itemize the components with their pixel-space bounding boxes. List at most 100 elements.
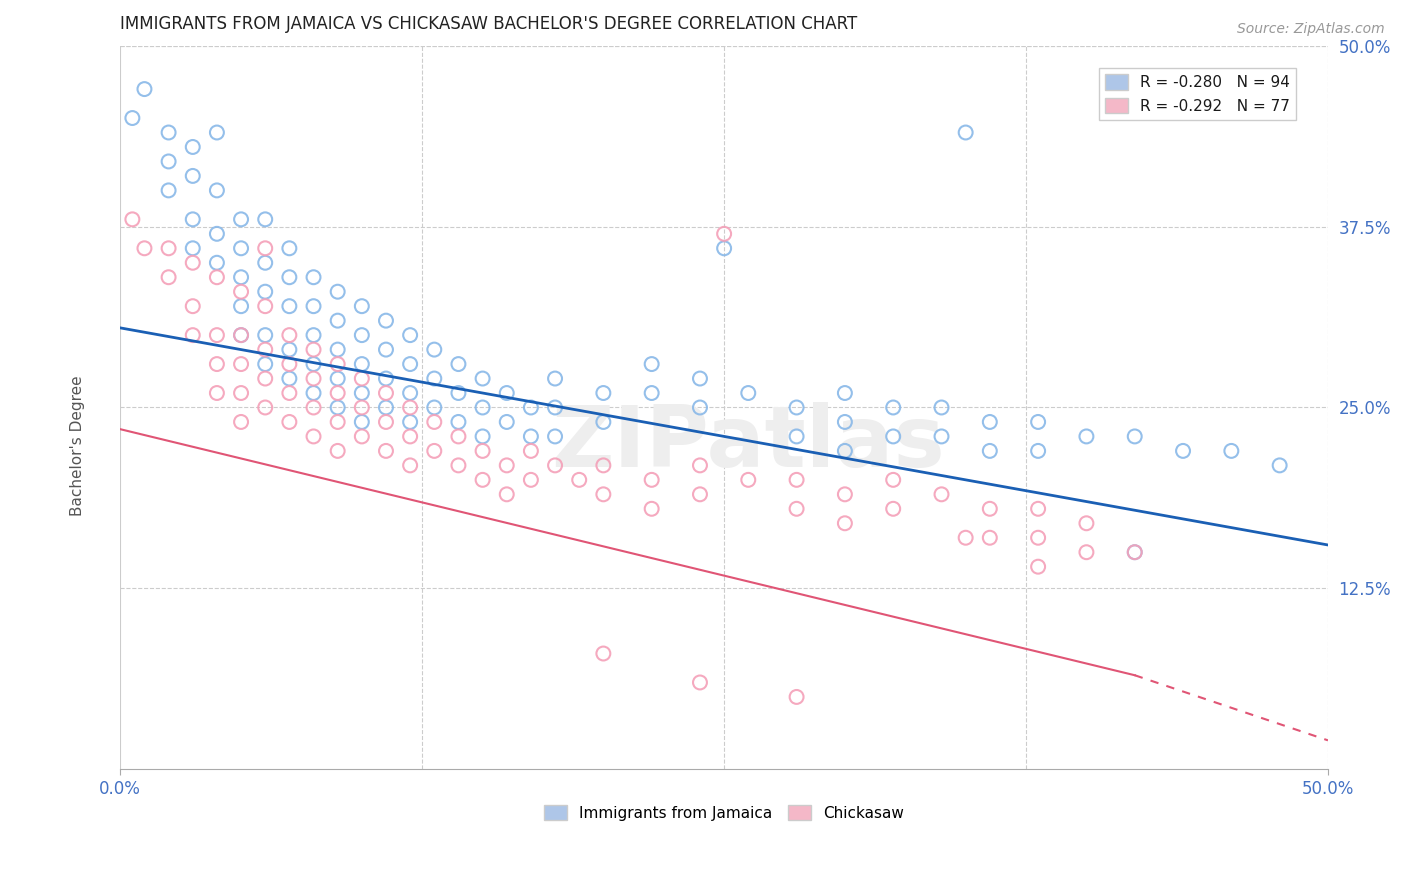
Point (254, 343, 277, 357)
Point (121, 111, 143, 125)
Point (302, 328, 325, 343)
Point (592, 415, 614, 429)
Point (302, 343, 325, 357)
Point (640, 357, 662, 371)
Point (350, 371, 373, 385)
Point (640, 501, 662, 516)
Point (786, 501, 808, 516)
Point (254, 328, 277, 343)
Point (1123, 545, 1146, 559)
Point (278, 343, 301, 357)
Text: Bachelor's Degree: Bachelor's Degree (70, 376, 84, 516)
Point (134, 241, 156, 255)
Point (471, 401, 494, 415)
Point (375, 343, 398, 357)
Point (568, 473, 591, 487)
Point (205, 256, 228, 270)
Point (399, 328, 422, 343)
Point (786, 473, 808, 487)
Point (882, 401, 904, 415)
Point (1026, 531, 1049, 545)
Point (205, 386, 228, 401)
Point (181, 256, 204, 270)
Point (423, 443, 446, 458)
Point (254, 212, 277, 227)
Point (979, 501, 1001, 516)
Point (713, 227, 735, 241)
Point (1171, 443, 1194, 458)
Point (447, 357, 470, 371)
Point (520, 429, 543, 443)
Point (157, 241, 180, 255)
Point (834, 386, 856, 401)
Point (254, 357, 277, 371)
Point (786, 690, 808, 704)
Point (737, 473, 759, 487)
Point (350, 299, 373, 313)
Point (471, 443, 494, 458)
Point (423, 401, 446, 415)
Point (326, 371, 349, 385)
Point (205, 270, 228, 285)
Point (592, 458, 614, 473)
Point (278, 328, 301, 343)
Point (302, 401, 325, 415)
Point (278, 371, 301, 385)
Point (134, 82, 156, 96)
Point (689, 487, 711, 501)
Point (520, 401, 543, 415)
Point (350, 415, 373, 429)
Point (326, 443, 349, 458)
Point (229, 415, 252, 429)
Point (1026, 559, 1049, 574)
Point (447, 386, 470, 401)
Point (423, 343, 446, 357)
Point (302, 299, 325, 313)
Point (157, 154, 180, 169)
Point (302, 371, 325, 385)
Point (181, 140, 204, 154)
Point (882, 501, 904, 516)
Point (1076, 429, 1098, 443)
Point (495, 386, 517, 401)
Point (254, 285, 277, 299)
Point (181, 169, 204, 183)
Point (423, 415, 446, 429)
Text: Source: ZipAtlas.com: Source: ZipAtlas.com (1237, 22, 1385, 37)
Point (882, 429, 904, 443)
Point (302, 357, 325, 371)
Point (326, 313, 349, 327)
Point (447, 415, 470, 429)
Point (544, 458, 567, 473)
Point (157, 126, 180, 140)
Point (229, 285, 252, 299)
Point (254, 256, 277, 270)
Point (471, 371, 494, 385)
Point (205, 357, 228, 371)
Point (423, 371, 446, 385)
Point (544, 371, 567, 385)
Point (520, 473, 543, 487)
Point (181, 328, 204, 343)
Point (1026, 443, 1049, 458)
Point (1026, 501, 1049, 516)
Point (689, 458, 711, 473)
Point (254, 299, 277, 313)
Point (278, 241, 301, 255)
Point (399, 458, 422, 473)
Point (278, 386, 301, 401)
Point (882, 473, 904, 487)
Point (278, 270, 301, 285)
Point (931, 487, 953, 501)
Point (399, 429, 422, 443)
Point (979, 443, 1001, 458)
Point (834, 415, 856, 429)
Point (375, 401, 398, 415)
Point (326, 415, 349, 429)
Point (302, 386, 325, 401)
Point (979, 415, 1001, 429)
Point (592, 386, 614, 401)
Text: IMMIGRANTS FROM JAMAICA VS CHICKASAW BACHELOR'S DEGREE CORRELATION CHART: IMMIGRANTS FROM JAMAICA VS CHICKASAW BAC… (121, 15, 858, 33)
Point (544, 401, 567, 415)
Point (834, 443, 856, 458)
